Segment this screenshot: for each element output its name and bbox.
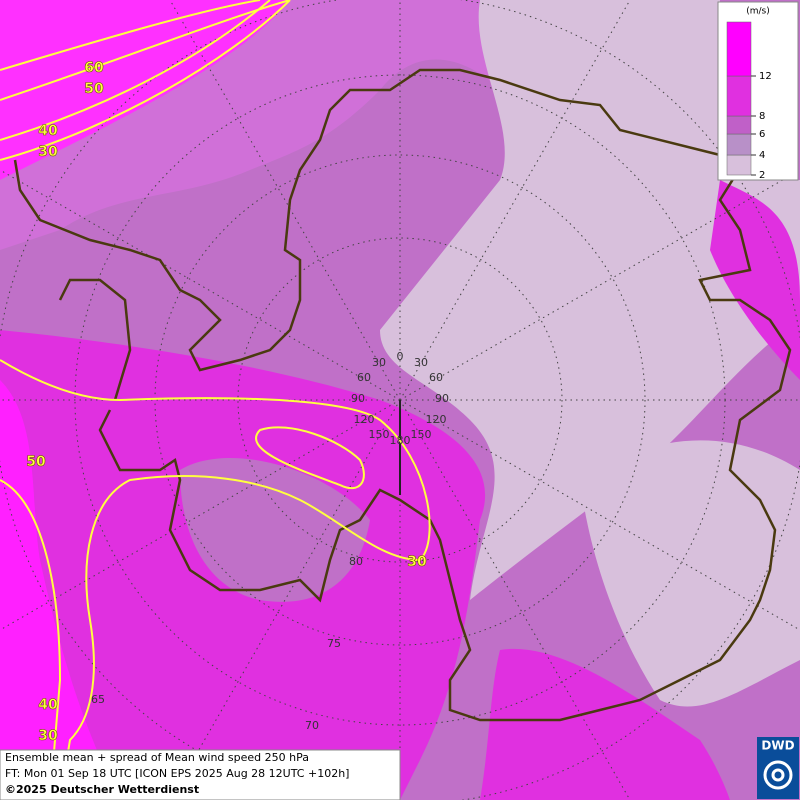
legend-tick-label: 2 bbox=[759, 170, 765, 181]
legend-bar: 2 4 6 8 12 bbox=[726, 21, 772, 181]
contours bbox=[0, 0, 431, 801]
latitude-label: 65 bbox=[91, 693, 105, 706]
legend-unit: (m/s) bbox=[746, 7, 770, 17]
latitude-label: 75 bbox=[327, 637, 341, 650]
contour-label: 40 bbox=[38, 123, 58, 139]
longitude-label: 120 bbox=[354, 413, 375, 426]
longitude-label: 60 bbox=[429, 371, 443, 384]
caption-box bbox=[0, 749, 401, 801]
field bbox=[480, 648, 730, 800]
longitude-label: 90 bbox=[435, 392, 449, 405]
legend-swatch bbox=[726, 154, 752, 176]
longitude-label: 90 bbox=[351, 392, 365, 405]
legend-tick-label: 6 bbox=[759, 129, 765, 140]
contour-label: 50 bbox=[84, 81, 104, 97]
logo-swirl bbox=[763, 760, 793, 790]
logo-swirl bbox=[771, 768, 785, 782]
latitude-label: 80 bbox=[349, 555, 363, 568]
field bbox=[580, 440, 800, 707]
contour-label: 60 bbox=[84, 60, 104, 76]
contour-label: 40 bbox=[38, 697, 58, 713]
contour-label: 30 bbox=[407, 554, 427, 570]
legend-tick-label: 4 bbox=[759, 150, 765, 161]
field bbox=[180, 458, 370, 602]
legend-tick-label: 12 bbox=[759, 71, 772, 82]
logo-text: DWD bbox=[761, 739, 794, 753]
caption-line: Ensemble mean + spread of Mean wind spee… bbox=[5, 751, 309, 764]
contour-label: 50 bbox=[26, 454, 46, 470]
legend-tick-label: 8 bbox=[759, 111, 765, 122]
longitude-label: 30 bbox=[372, 356, 386, 369]
field bbox=[0, 380, 120, 800]
coastline bbox=[13, 68, 792, 722]
longitude-label: 120 bbox=[426, 413, 447, 426]
longitude-label: 180 bbox=[390, 434, 411, 447]
longitude-label: 150 bbox=[369, 428, 390, 441]
longitude-label: 30 bbox=[414, 356, 428, 369]
legend-swatch bbox=[726, 133, 752, 156]
longitude-label: 60 bbox=[357, 371, 371, 384]
longitude-label: 0 bbox=[397, 350, 404, 363]
legend-swatch bbox=[726, 75, 752, 117]
caption-line: ©2025 Deutscher Wetterdienst bbox=[5, 783, 199, 796]
latitude-label: 70 bbox=[305, 719, 319, 732]
contour-label: 30 bbox=[38, 144, 58, 160]
legend-swatch bbox=[726, 115, 752, 135]
contour-label: 30 bbox=[38, 728, 58, 744]
legend-swatch bbox=[726, 21, 752, 77]
caption-line: FT: Mon 01 Sep 18 UTC [ICON EPS 2025 Aug… bbox=[5, 767, 349, 780]
longitude-label: 150 bbox=[411, 428, 432, 441]
